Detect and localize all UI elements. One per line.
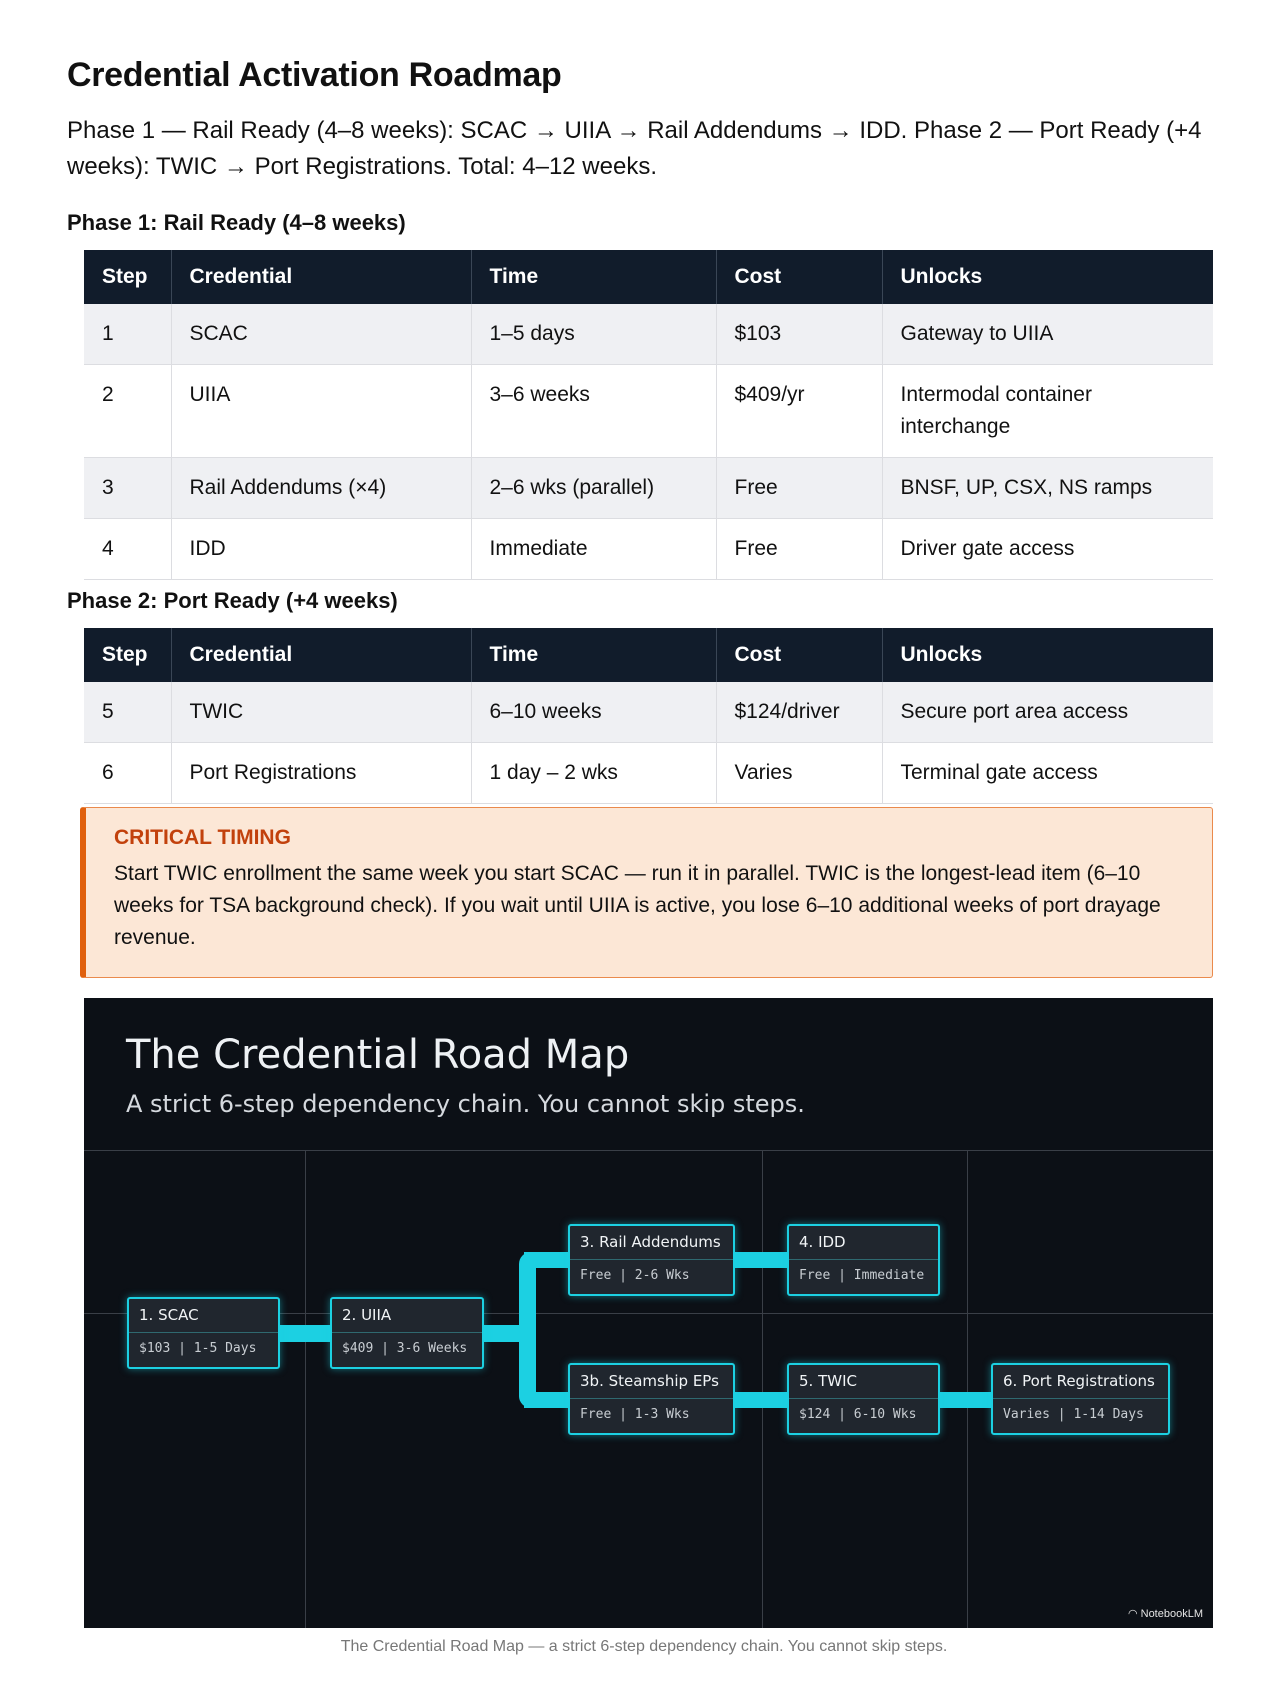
table-cell: 1 day – 2 wks (471, 742, 717, 804)
node-name: 3b. Steamship EPs (570, 1365, 733, 1399)
table-cell: 1–5 days (471, 304, 717, 365)
column-header: Step (84, 250, 172, 304)
connector (729, 1392, 791, 1408)
table-cell: TWIC (171, 682, 472, 743)
node-name: 1. SCAC (129, 1299, 278, 1333)
page-title: Credential Activation Roadmap (67, 56, 562, 94)
table-header-row: Step Credential Time Cost Unlocks (84, 250, 1213, 304)
connector (524, 1392, 574, 1408)
table-cell: $409/yr (716, 364, 883, 458)
diagram-subtitle: A strict 6-step dependency chain. You ca… (126, 1090, 805, 1118)
table-cell: 3–6 weeks (471, 364, 717, 458)
node-detail: Free | 2-6 Wks (580, 1268, 690, 1283)
column-header: Step (84, 628, 172, 682)
column-header: Cost (716, 250, 883, 304)
column-header: Time (471, 250, 717, 304)
table-cell: Free (716, 457, 883, 519)
table-cell: 5 (84, 682, 172, 743)
grid-line (305, 1150, 306, 1628)
node-twic: 5. TWIC $124 | 6-10 Wks (787, 1363, 940, 1435)
connector (729, 1252, 791, 1268)
phase1-table: Step Credential Time Cost Unlocks 1 SCAC 1–5 da… (84, 250, 1213, 580)
column-header: Unlocks (882, 628, 1213, 682)
table-row: 1 SCAC 1–5 days $103 Gateway to UIIA (84, 304, 1213, 365)
grid-line (84, 1150, 1213, 1151)
node-detail: $124 | 6-10 Wks (799, 1407, 917, 1422)
phase2-heading: Phase 2: Port Ready (+4 weeks) (67, 588, 398, 613)
notebooklm-icon: ◠ (1127, 1608, 1141, 1620)
node-name: 5. TWIC (789, 1365, 938, 1399)
connector-bus (519, 1252, 536, 1408)
connector (274, 1325, 334, 1342)
table-cell: 6 (84, 742, 172, 804)
logo-text: NotebookLM (1140, 1608, 1203, 1620)
table-cell: Varies (716, 742, 883, 804)
intro-summary: Phase 1 — Rail Ready (4–8 weeks): SCAC →… (67, 117, 1202, 180)
table-cell: Rail Addendums (×4) (171, 457, 472, 519)
connector (524, 1252, 574, 1268)
table-cell: UIIA (171, 364, 472, 458)
table-row: 5 TWIC 6–10 weeks $124/driver Secure port ar… (84, 682, 1213, 743)
table-cell: Secure port area access (882, 682, 1213, 743)
table-cell: 2–6 wks (parallel) (471, 457, 717, 519)
connector (934, 1392, 996, 1408)
table-cell: Gateway to UIIA (882, 304, 1213, 365)
critical-timing-callout: CRITICAL TIMING Start TWIC enrollment th… (80, 807, 1213, 978)
node-detail: $409 | 3-6 Weeks (342, 1341, 468, 1356)
node-name: 2. UIIA (332, 1299, 482, 1333)
table-cell: 3 (84, 457, 172, 519)
node-steamship-eps: 3b. Steamship EPs Free | 1-3 Wks (568, 1363, 735, 1435)
node-idd: 4. IDD Free | Immediate (787, 1224, 940, 1296)
column-header: Credential (171, 628, 472, 682)
phase2-table: Step Credential Time Cost Unlocks 5 TWIC 6–10 w… (84, 628, 1213, 804)
roadmap-diagram: The Credential Road Map A strict 6-step … (84, 998, 1213, 1628)
node-detail: $103 | 1-5 Days (139, 1341, 257, 1356)
table-cell: SCAC (171, 304, 472, 365)
table-cell: Driver gate access (882, 518, 1213, 580)
table-cell: $103 (716, 304, 883, 365)
table-row: 2 UIIA 3–6 weeks $409/yr Intermodal containe… (84, 364, 1213, 458)
table-cell: 1 (84, 304, 172, 365)
table-row: 3 Rail Addendums (×4) 2–6 wks (parallel) Fr… (84, 457, 1213, 519)
column-header: Unlocks (882, 250, 1213, 304)
table-cell: BNSF, UP, CSX, NS ramps (882, 457, 1213, 519)
column-header: Time (471, 628, 717, 682)
diagram-title: The Credential Road Map (126, 1032, 630, 1078)
table-cell: Free (716, 518, 883, 580)
table-cell: IDD (171, 518, 472, 580)
node-detail: Varies | 1-14 Days (1003, 1407, 1144, 1422)
column-header: Cost (716, 628, 883, 682)
node-uiia: 2. UIIA $409 | 3-6 Weeks (330, 1297, 484, 1369)
table-cell: 2 (84, 364, 172, 458)
table-header-row: Step Credential Time Cost Unlocks (84, 628, 1213, 682)
node-detail: Free | Immediate (799, 1268, 925, 1283)
callout-text: Start TWIC enrollment the same week you … (114, 862, 1161, 949)
table-cell: 4 (84, 518, 172, 580)
grid-line (762, 1150, 763, 1628)
node-name: 3. Rail Addendums (570, 1226, 733, 1260)
notebooklm-logo: ◠ NotebookLM (1128, 1607, 1203, 1620)
phase1-heading: Phase 1: Rail Ready (4–8 weeks) (67, 210, 406, 235)
table-cell: Immediate (471, 518, 717, 580)
node-port-registrations: 6. Port Registrations Varies | 1-14 Days (991, 1363, 1170, 1435)
node-rail-addendums: 3. Rail Addendums Free | 2-6 Wks (568, 1224, 735, 1296)
table-cell: Intermodal container interchange (882, 364, 1213, 458)
table-row: 6 Port Registrations 1 day – 2 wks Varies Te… (84, 742, 1213, 804)
node-scac: 1. SCAC $103 | 1-5 Days (127, 1297, 280, 1369)
table-cell: Port Registrations (171, 742, 472, 804)
callout-title: CRITICAL TIMING (114, 826, 291, 849)
node-name: 6. Port Registrations (993, 1365, 1168, 1399)
table-cell: Terminal gate access (882, 742, 1213, 804)
table-cell: 6–10 weeks (471, 682, 717, 743)
connector (479, 1325, 529, 1342)
table-cell: $124/driver (716, 682, 883, 743)
column-header: Credential (171, 250, 472, 304)
node-detail: Free | 1-3 Wks (580, 1407, 690, 1422)
table-row: 4 IDD Immediate Free Driver gate access (84, 518, 1213, 580)
grid-line (967, 1150, 968, 1628)
grid-line (84, 1313, 1213, 1314)
node-name: 4. IDD (789, 1226, 938, 1260)
figure-caption: The Credential Road Map — a strict 6-ste… (340, 1638, 948, 1655)
